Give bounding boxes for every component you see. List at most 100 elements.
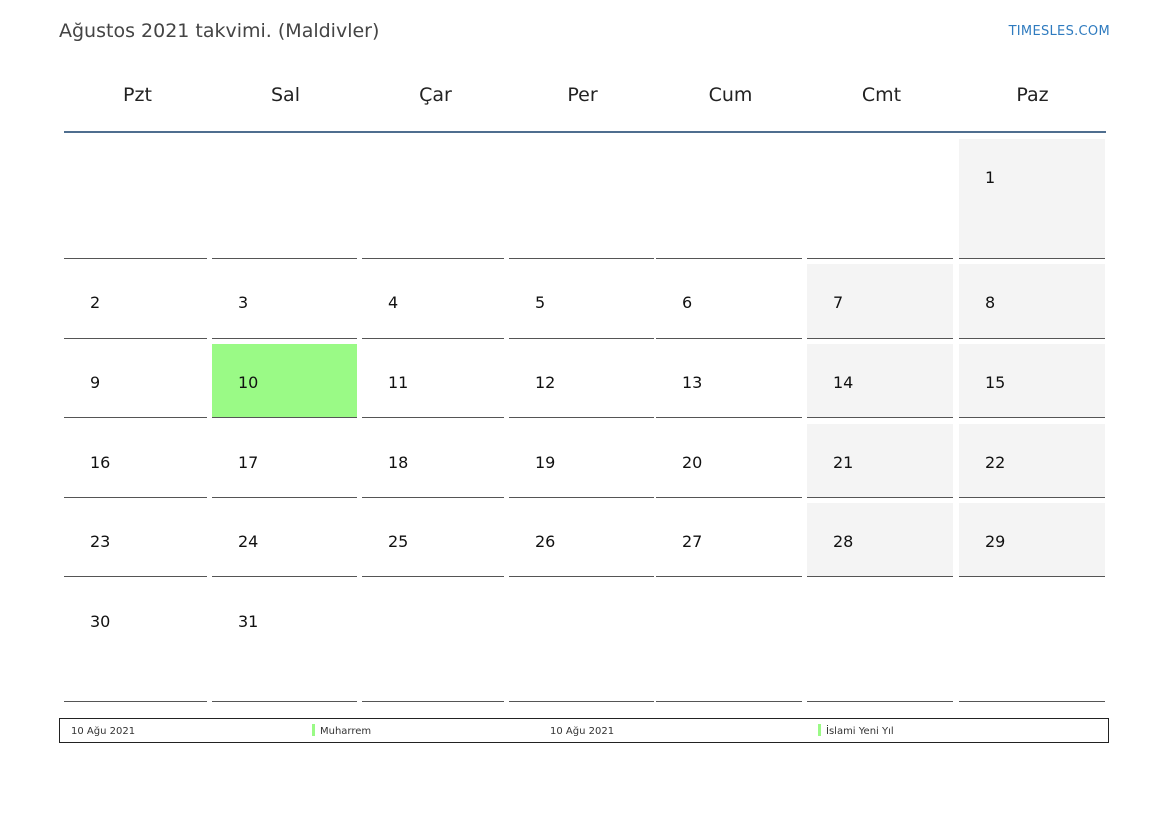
row-divider [362,497,504,498]
day-number: 11 [388,373,409,392]
day-number: 22 [985,453,1006,472]
day-number: 27 [682,532,703,551]
day-number: 5 [535,293,546,312]
day-number: 15 [985,373,1006,392]
day-cell[interactable]: 21 [807,424,953,498]
row-divider [212,338,357,339]
row-divider [959,258,1105,259]
day-cell[interactable]: 8 [959,264,1105,339]
empty-day-cell [509,583,654,702]
day-number: 17 [238,453,259,472]
brand-link[interactable]: TIMESLES.COM [1008,24,1110,39]
day-cell[interactable]: 13 [656,344,802,418]
day-cell[interactable]: 5 [509,264,654,339]
empty-day-cell [212,139,357,259]
day-cell[interactable]: 25 [362,503,504,577]
row-divider [362,417,504,418]
day-number: 23 [90,532,111,551]
day-cell[interactable]: 30 [64,583,207,702]
day-cell[interactable]: 26 [509,503,654,577]
day-cell[interactable]: 22 [959,424,1105,498]
day-cell[interactable]: 1 [959,139,1105,259]
day-cell[interactable]: 3 [212,264,357,339]
day-cell[interactable]: 24 [212,503,357,577]
row-divider [959,576,1105,577]
row-divider [64,258,207,259]
day-number: 1 [985,168,996,187]
day-cell[interactable]: 2 [64,264,207,339]
day-number: 30 [90,612,111,631]
row-divider [959,497,1105,498]
day-cell[interactable]: 20 [656,424,802,498]
day-number: 9 [90,373,101,392]
weekday-tue: Sal [271,84,300,106]
row-divider [362,701,504,702]
day-cell[interactable]: 18 [362,424,504,498]
day-number: 6 [682,293,693,312]
row-divider [64,497,207,498]
day-cell[interactable]: 19 [509,424,654,498]
legend-date-2: 10 Ağu 2021 [550,726,615,737]
row-divider [807,701,953,702]
row-divider [509,701,654,702]
row-divider [656,258,802,259]
day-cell[interactable]: 15 [959,344,1105,418]
weekday-mon: Pzt [123,84,152,106]
weekday-sat: Cmt [861,84,902,106]
day-number: 18 [388,453,409,472]
day-cell[interactable]: 16 [64,424,207,498]
calendar-title: Ağustos 2021 takvimi. (Maldivler) [59,20,380,42]
row-divider [656,417,802,418]
empty-day-cell [362,139,504,259]
day-cell[interactable]: 29 [959,503,1105,577]
empty-day-cell [656,139,802,259]
day-cell[interactable]: 31 [212,583,357,702]
row-divider [656,701,802,702]
day-cell[interactable]: 6 [656,264,802,339]
row-divider [959,701,1105,702]
row-divider [362,576,504,577]
row-divider [509,258,654,259]
day-cell[interactable]: 12 [509,344,654,418]
empty-day-cell [959,583,1105,702]
day-number: 10 [238,373,259,392]
row-divider [64,701,207,702]
empty-day-cell [656,583,802,702]
day-cell[interactable]: 7 [807,264,953,339]
weekday-sun: Paz [1016,84,1049,106]
day-number: 12 [535,373,556,392]
day-number: 24 [238,532,259,551]
legend-name-1: Muharrem [320,726,372,737]
row-divider [64,417,207,418]
day-number: 31 [238,612,259,631]
day-cell[interactable]: 4 [362,264,504,339]
empty-day-cell [509,139,654,259]
row-divider [212,576,357,577]
day-cell[interactable]: 10 [212,344,357,418]
empty-day-cell [362,583,504,702]
day-cell[interactable]: 27 [656,503,802,577]
weekday-wed: Çar [419,84,452,106]
day-cell[interactable]: 23 [64,503,207,577]
row-divider [807,497,953,498]
day-number: 19 [535,453,556,472]
day-number: 29 [985,532,1006,551]
row-divider [656,338,802,339]
day-number: 14 [833,373,854,392]
row-divider [212,417,357,418]
row-divider [212,258,357,259]
header-rule [64,131,1106,133]
row-divider [362,338,504,339]
row-divider [959,338,1105,339]
row-divider [212,497,357,498]
day-number: 26 [535,532,556,551]
row-divider [212,701,357,702]
day-cell[interactable]: 17 [212,424,357,498]
day-cell[interactable]: 14 [807,344,953,418]
row-divider [64,576,207,577]
day-cell[interactable]: 9 [64,344,207,418]
day-number: 3 [238,293,249,312]
day-cell[interactable]: 28 [807,503,953,577]
row-divider [959,417,1105,418]
day-cell[interactable]: 11 [362,344,504,418]
